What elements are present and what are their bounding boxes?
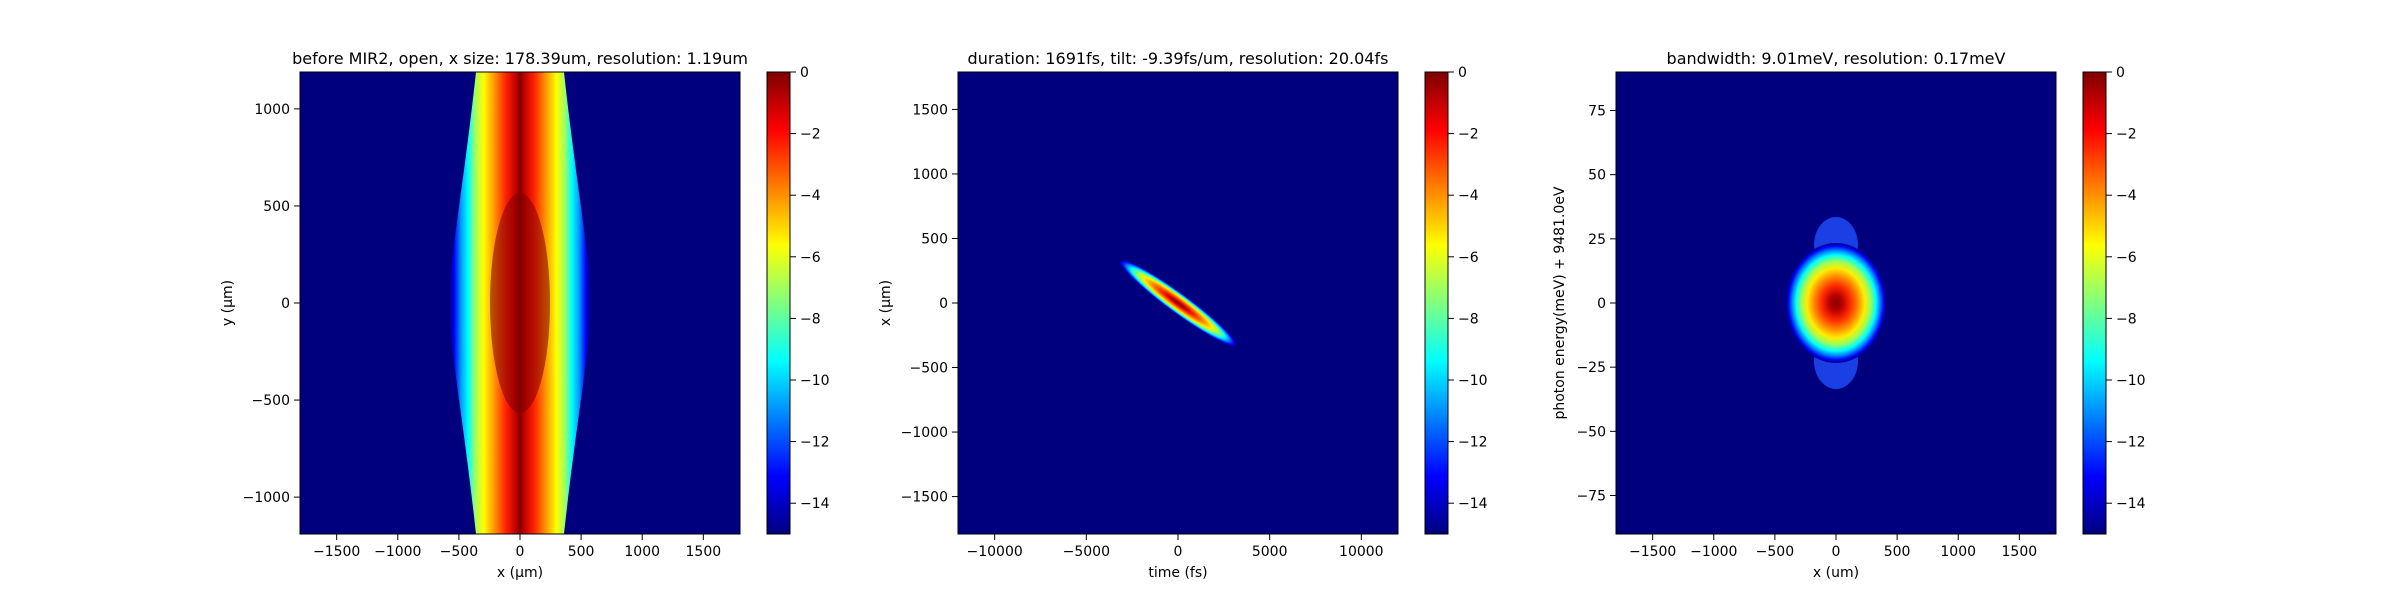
colorbar-tick-label: −6 — [1458, 250, 1479, 266]
panel-3: bandwidth: 9.01meV, resolution: 0.17meV … — [1552, 49, 2146, 581]
x-tick-label: 500 — [1884, 544, 1911, 560]
panel-1-xlabel: x (μm) — [497, 565, 543, 581]
colorbar-tick-label: −6 — [2116, 250, 2137, 266]
x-tick-label: −1500 — [1629, 544, 1676, 560]
x-tick-label: 1500 — [2002, 544, 2038, 560]
colorbar-tick-label: −4 — [800, 188, 821, 204]
y-tick-label: −75 — [1576, 489, 1606, 505]
x-tick-label: 1500 — [686, 544, 722, 560]
x-tick-label: −500 — [1756, 544, 1794, 560]
colorbar-tick-label: −8 — [800, 311, 821, 327]
y-tick-label: −1000 — [243, 490, 290, 506]
colorbar-tick-label: −14 — [2116, 496, 2146, 512]
panel-3-xlabel: x (um) — [1813, 565, 1859, 581]
y-tick-label: 500 — [263, 199, 290, 215]
y-tick-label: 25 — [1588, 232, 1606, 248]
y-tick-label: 1000 — [912, 167, 948, 183]
y-tick-label: −25 — [1576, 360, 1606, 376]
colorbar-tick-label: −10 — [800, 373, 830, 389]
panel-2: duration: 1691fs, tilt: -9.39fs/um, reso… — [878, 49, 1488, 581]
panel-1-ylabel: y (μm) — [220, 280, 236, 326]
panel-2-axes: −10000 −5000 0 5000 10000−1500−1000−50005001… — [901, 102, 1384, 560]
colorbar-tick-label: −8 — [2116, 311, 2137, 327]
x-tick-label: −10000 — [967, 544, 1023, 560]
panel-2-title: duration: 1691fs, tilt: -9.39fs/um, reso… — [968, 49, 1389, 68]
panel-1: before MIR2, open, x size: 178.39um, res… — [220, 49, 830, 581]
x-tick-label: 0 — [1174, 544, 1183, 560]
y-tick-label: 1000 — [254, 102, 290, 118]
x-tick-label: −5000 — [1063, 544, 1110, 560]
x-tick-label: 1000 — [624, 544, 660, 560]
colorbar-tick-label: −6 — [800, 250, 821, 266]
panel-1-beam-core — [490, 193, 550, 413]
x-tick-label: −1500 — [313, 544, 360, 560]
y-tick-label: 75 — [1588, 104, 1606, 120]
y-tick-label: 1500 — [912, 102, 948, 118]
panel-2-colorbar-ticks: 0 −2 −4 −6 −8 −10 −12 −14 — [1448, 65, 1488, 512]
x-tick-label: 5000 — [1252, 544, 1288, 560]
x-tick-label: −500 — [440, 544, 478, 560]
panel-3-spectrum-blob — [1786, 243, 1886, 363]
panel-3-title: bandwidth: 9.01meV, resolution: 0.17meV — [1667, 49, 2006, 68]
y-tick-label: −1000 — [901, 425, 948, 441]
colorbar-tick-label: −10 — [1458, 373, 1488, 389]
y-tick-label: −500 — [910, 361, 948, 377]
panel-3-axes: −1500 −1000 −500 0 500 1000 1500 −75 −50 −25 0 25 50… — [1576, 104, 2037, 561]
panel-2-ylabel: x (μm) — [878, 280, 894, 326]
panel-1-title: before MIR2, open, x size: 178.39um, res… — [292, 49, 748, 68]
panel-2-xlabel: time (fs) — [1148, 565, 1207, 581]
panel-1-axes: −1500 −1000 −500 0 500 1000 1500 −1000 −500 0 500 1… — [243, 102, 722, 560]
x-tick-label: 10000 — [1339, 544, 1384, 560]
colorbar-tick-label: −12 — [1458, 435, 1488, 451]
y-tick-label: 0 — [1597, 296, 1606, 312]
colorbar-tick-label: −2 — [2116, 127, 2137, 143]
panel-1-colorbar — [766, 71, 791, 535]
colorbar-tick-label: −14 — [1458, 496, 1488, 512]
x-tick-label: 500 — [568, 544, 595, 560]
colorbar-tick-label: −4 — [1458, 188, 1479, 204]
colorbar-tick-label: −8 — [1458, 311, 1479, 327]
x-tick-label: 1000 — [1940, 544, 1976, 560]
panel-1-colorbar-ticks: 0 −2 −4 −6 −8 −10 −12 −14 — [790, 65, 830, 512]
y-tick-label: 0 — [939, 296, 948, 312]
colorbar-tick-label: −14 — [800, 496, 830, 512]
colorbar-tick-label: −4 — [2116, 188, 2137, 204]
panel-2-colorbar — [1424, 71, 1449, 535]
colorbar-tick-label: 0 — [1458, 65, 1467, 81]
y-tick-label: 500 — [921, 231, 948, 247]
colorbar-tick-label: 0 — [2116, 65, 2125, 81]
y-tick-label: −500 — [252, 393, 290, 409]
colorbar-tick-label: −2 — [800, 127, 821, 143]
panel-3-colorbar — [2082, 71, 2107, 535]
colorbar-tick-label: 0 — [800, 65, 809, 81]
panel-3-colorbar-ticks: 0 −2 −4 −6 −8 −10 −12 −14 — [2106, 65, 2146, 512]
colorbar-tick-label: −12 — [800, 435, 830, 451]
y-tick-label: 0 — [281, 296, 290, 312]
x-tick-label: −1000 — [1690, 544, 1737, 560]
y-tick-label: −50 — [1576, 424, 1606, 440]
colorbar-tick-label: −2 — [1458, 127, 1479, 143]
x-tick-label: 0 — [516, 544, 525, 560]
x-tick-label: 0 — [1832, 544, 1841, 560]
y-tick-label: −1500 — [901, 490, 948, 506]
x-tick-label: −1000 — [374, 544, 421, 560]
panel-2-pulse-ellipse — [1119, 259, 1237, 347]
colorbar-tick-label: −12 — [2116, 435, 2146, 451]
colorbar-tick-label: −10 — [2116, 373, 2146, 389]
y-tick-label: 50 — [1588, 168, 1606, 184]
panel-3-ylabel: photon energy(meV) + 9481.0eV — [1552, 186, 1568, 419]
